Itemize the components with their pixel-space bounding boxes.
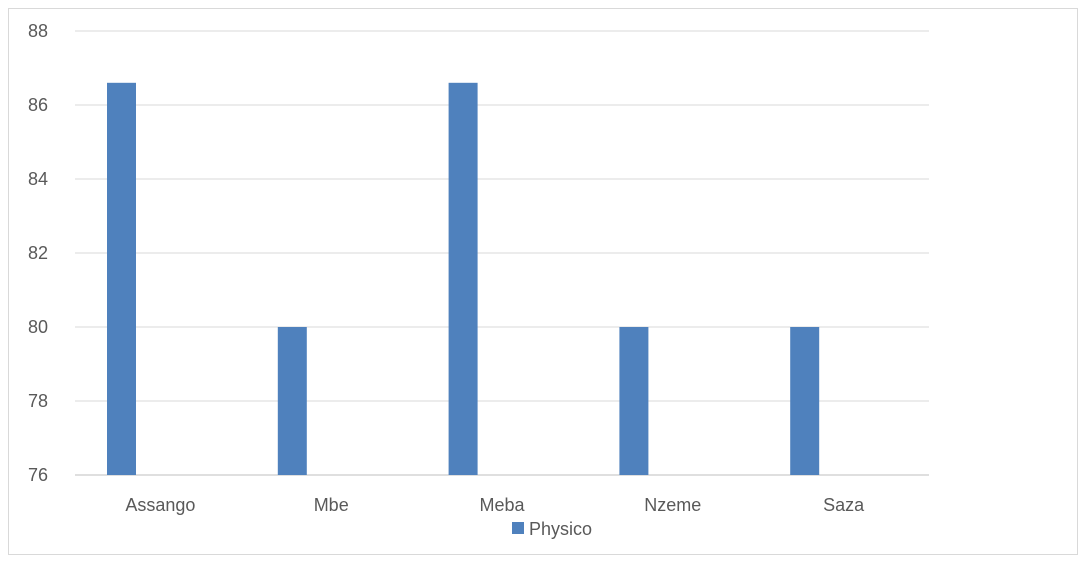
- y-tick-label: 86: [28, 95, 48, 115]
- y-tick-label: 82: [28, 243, 48, 263]
- bar-assango: [107, 82, 136, 476]
- y-tick-label: 84: [28, 169, 48, 189]
- x-tick-label: Nzeme: [644, 495, 701, 515]
- y-tick-label: 76: [28, 465, 48, 485]
- x-tick-label: Saza: [823, 495, 865, 515]
- y-tick-label: 80: [28, 317, 48, 337]
- y-axis-tick-labels: 76 78 80 82 84 86 88: [28, 21, 48, 485]
- bar-saza: [790, 327, 820, 475]
- bar-mbe: [277, 327, 307, 475]
- gridlines: [75, 30, 929, 476]
- x-axis-tick-labels: Assango Mbe Meba Nzeme Saza: [125, 495, 865, 515]
- bars: [107, 82, 820, 476]
- bar-meba: [448, 82, 478, 476]
- legend-swatch: [512, 522, 524, 534]
- bar-nzeme: [619, 327, 649, 475]
- x-tick-label: Mbe: [314, 495, 349, 515]
- legend-label: Physico: [529, 519, 592, 539]
- y-tick-label: 88: [28, 21, 48, 41]
- x-tick-label: Meba: [479, 495, 525, 515]
- x-tick-label: Assango: [125, 495, 195, 515]
- legend: Physico: [512, 519, 592, 539]
- chart-frame: [8, 8, 1078, 555]
- y-tick-label: 78: [28, 391, 48, 411]
